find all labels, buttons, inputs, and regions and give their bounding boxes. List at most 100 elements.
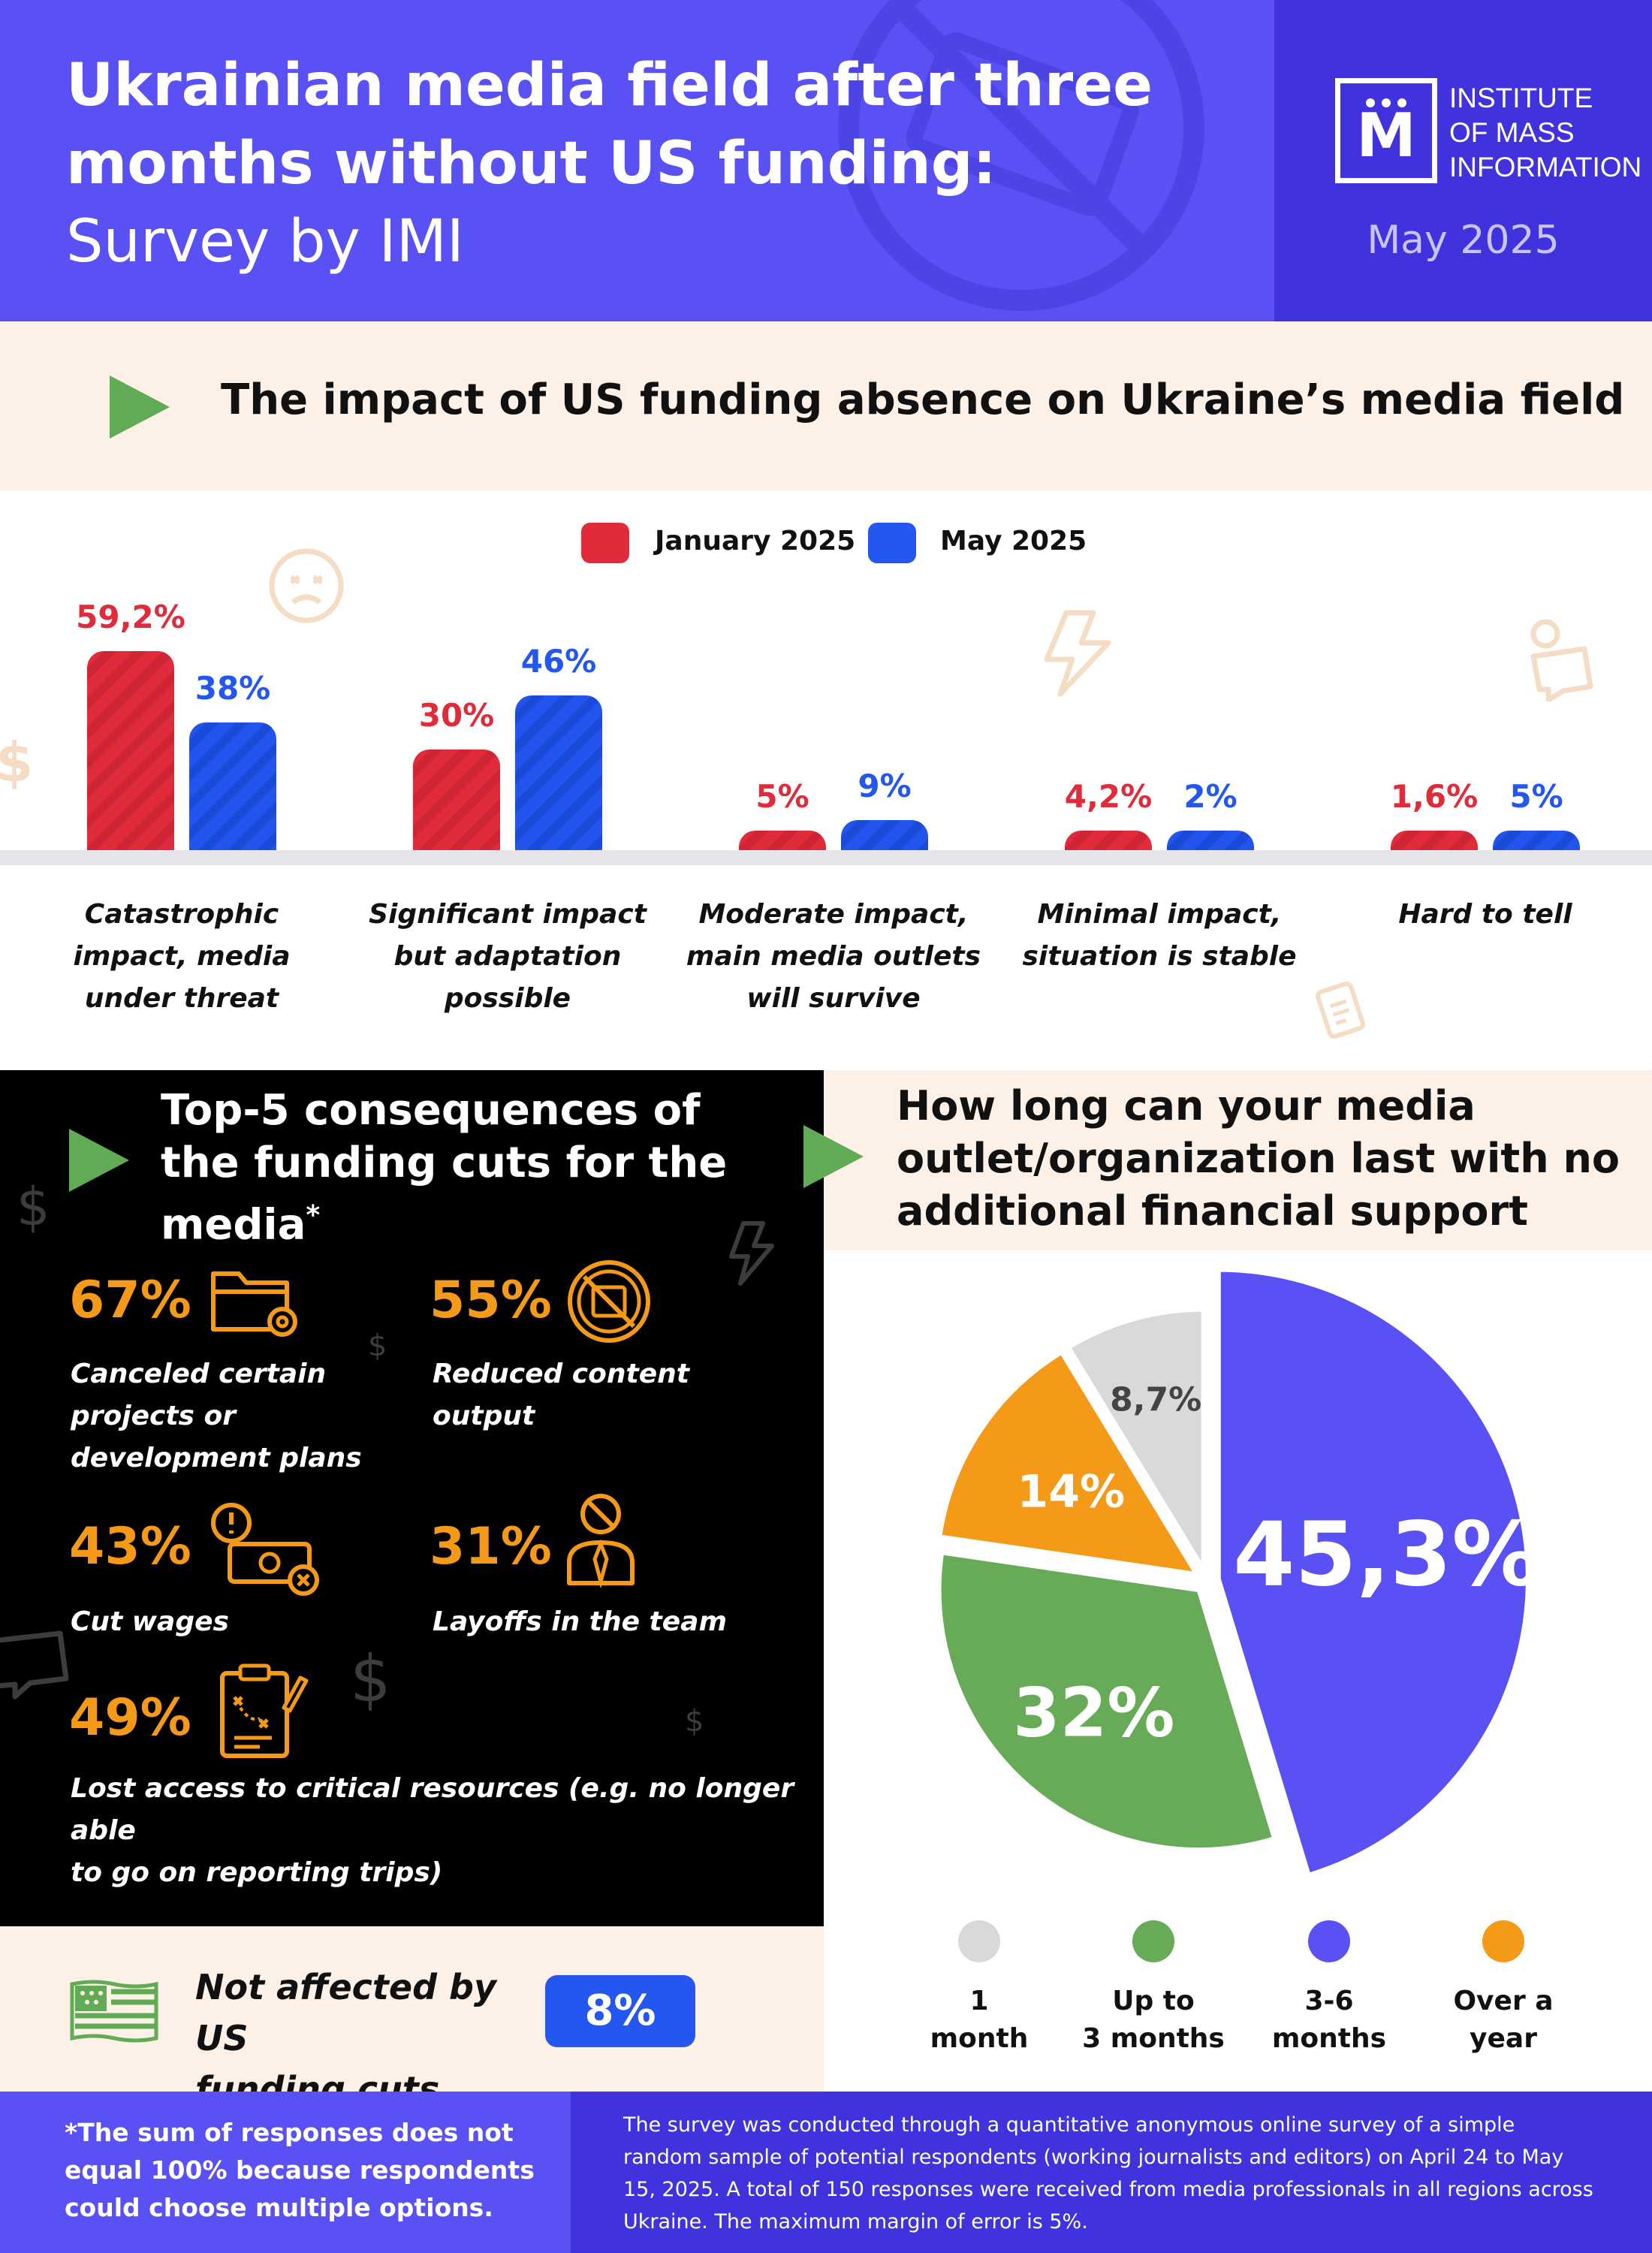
bar-value-label: 5% — [755, 778, 809, 815]
footnote-line: *The sum of responses does not — [65, 2118, 514, 2147]
label-line: Reduced content — [433, 1359, 689, 1389]
legend-dot-1-month — [958, 1920, 1000, 1962]
dollar-icon: $ — [17, 1176, 50, 1235]
category-label-line: situation is stable — [1022, 941, 1297, 972]
page-title: Ukrainian media field after three months… — [66, 47, 1237, 281]
svg-text:$: $ — [17, 1176, 50, 1235]
folder-gear-icon — [211, 1271, 297, 1337]
svg-text:$: $ — [368, 1329, 387, 1363]
no-money-watermark-icon — [838, 0, 1204, 311]
document-icon — [1316, 981, 1365, 1039]
footnote-line: equal 100% because respondents — [65, 2155, 535, 2185]
category-label-line: Moderate impact, — [698, 899, 969, 930]
category-label-line: Catastrophic — [84, 899, 279, 930]
title-line: additional financial support — [897, 1187, 1528, 1235]
category-label-line: but adaptation — [393, 941, 622, 972]
consequence-label: Layoffs in the team — [433, 1601, 778, 1643]
logo-text-line: INFORMATION — [1449, 152, 1642, 182]
bar-value-label: 59,2% — [76, 599, 185, 635]
consequence-label: Cut wages — [71, 1601, 416, 1643]
title-line: Survey by IMI — [66, 208, 464, 276]
dollar-icon: $ — [368, 1329, 387, 1363]
category-label-line: Hard to tell — [1398, 899, 1572, 930]
pie-slice-1-month — [1066, 1307, 1206, 1572]
lightning-icon — [1044, 610, 1111, 697]
category-label-line: under threat — [84, 983, 279, 1014]
legend-label-may: May 2025 — [940, 526, 1087, 556]
pie-slice-over-a-year — [937, 1350, 1199, 1577]
pie-title: How long can your media outlet/organizat… — [897, 1080, 1640, 1238]
label-line: months — [1271, 2023, 1387, 2054]
survey-methodology: The survey was conducted through a quant… — [623, 2109, 1622, 2238]
sad-face-icon — [269, 548, 344, 623]
consequence-percent: 31% — [430, 1517, 552, 1576]
consequences-title: Top-5 consequences of the funding cuts f… — [161, 1084, 806, 1252]
play-triangle-icon — [69, 1129, 129, 1192]
category-label: Minimal impact, situation is stable — [1002, 894, 1317, 978]
pie-slice-label: 14% — [1017, 1465, 1125, 1518]
pie-slice-label: 45,3% — [1233, 1503, 1540, 1606]
category-label-line: Minimal impact, — [1037, 899, 1282, 930]
title-line: months without US funding: — [66, 130, 996, 198]
label-line: projects or — [71, 1401, 237, 1431]
label-line: Layoffs in the team — [433, 1606, 727, 1637]
footer-survey-panel — [571, 2092, 1652, 2253]
title-line: outlet/organization last with no — [897, 1135, 1620, 1182]
consequence-label: Reduced content output — [433, 1353, 778, 1437]
header-date: May 2025 — [1367, 218, 1560, 263]
methodology-line: The survey was conducted through a quant… — [623, 2113, 1515, 2137]
play-triangle-icon — [803, 1125, 864, 1188]
label-line: year — [1470, 2023, 1537, 2054]
label-line: 3-6 — [1304, 1986, 1354, 2016]
category-label: Moderate impact, main media outlets will s… — [676, 894, 991, 1020]
label-line: Cut wages — [71, 1606, 229, 1637]
pie-slice-label: 8,7% — [1110, 1380, 1201, 1419]
bar-jan-3 — [1065, 831, 1152, 850]
methodology-line: random sample of potential respondents (… — [623, 2146, 1564, 2169]
consequence-label: Canceled certain projects or development… — [71, 1353, 416, 1479]
logo-text-line: OF MASS — [1449, 117, 1575, 148]
dollar-icon: $ — [0, 731, 33, 794]
label-line: month — [930, 2023, 1029, 2054]
bar-chart-baseline — [0, 850, 1652, 865]
category-label-line: impact, media — [73, 941, 291, 972]
footnote: *The sum of responses does not equal 100… — [65, 2114, 545, 2227]
logo-text-line: INSTITUTE — [1449, 83, 1593, 113]
legend-label-3-6-months: 3-6 months — [1247, 1983, 1412, 2058]
consequence-percent: 43% — [69, 1517, 191, 1576]
bar-may-2 — [841, 819, 928, 850]
clipboard-plan-icon — [220, 1663, 309, 1758]
category-label-line: will survive — [746, 983, 921, 1014]
title-line: Top-5 consequences of — [161, 1086, 701, 1135]
legend-dot-over-a-year — [1482, 1920, 1524, 1962]
dollar-icon: $ — [350, 1642, 391, 1716]
logo-letter: M — [1356, 101, 1416, 170]
bar-may-3 — [1167, 831, 1254, 850]
logo-dot — [1366, 98, 1375, 107]
title-line: the funding cuts for the — [161, 1139, 728, 1187]
bar-jan-4 — [1391, 831, 1478, 850]
label-line: Canceled certain — [71, 1359, 327, 1389]
not-affected-value-badge: 8% — [545, 1975, 695, 2047]
legend-label-january: January 2025 — [655, 526, 856, 556]
label-line: development plans — [71, 1443, 362, 1473]
money-warning-icon — [211, 1503, 319, 1596]
bar-value-label: 9% — [858, 767, 912, 804]
chat-person-icon — [1530, 619, 1593, 701]
title-line: How long can your media — [897, 1082, 1476, 1130]
bar-value-label: 1,6% — [1390, 778, 1479, 815]
legend-swatch-january — [581, 523, 629, 563]
bar-value-label: 38% — [194, 669, 271, 707]
category-label: Hard to tell — [1328, 894, 1643, 936]
category-label: Significant impact but adaptation possible — [350, 894, 665, 1020]
pie-slice-label: 32% — [1013, 1673, 1174, 1752]
section-title-band — [0, 321, 1652, 490]
consequence-percent: 67% — [69, 1271, 191, 1330]
label-line: Not affected by US — [195, 1967, 496, 2058]
consequence-percent: 49% — [69, 1688, 191, 1748]
label-line: 1 — [969, 1986, 989, 2016]
us-flag-icon — [70, 1980, 158, 2043]
bar-may-1 — [515, 695, 602, 850]
logo-text: INSTITUTE OF MASS INFORMATION — [1449, 81, 1641, 185]
legend-swatch-may — [868, 523, 916, 563]
